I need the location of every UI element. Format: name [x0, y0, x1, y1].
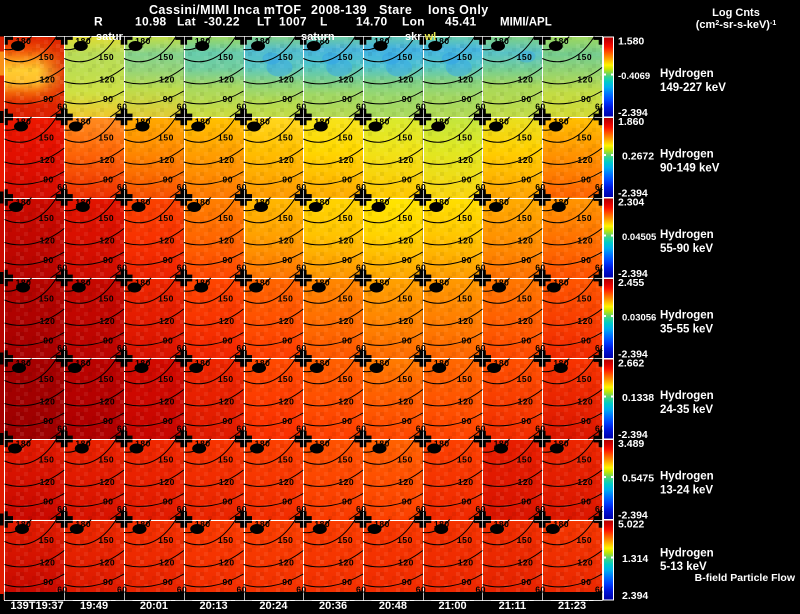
svg-text:Lat: Lat [177, 15, 196, 29]
svg-text:0.1338: 0.1338 [622, 392, 654, 404]
svg-text:L: L [320, 15, 328, 29]
svg-text:Hydrogen: Hydrogen [660, 310, 714, 322]
svg-text:21:11: 21:11 [499, 600, 527, 609]
svg-text:B-field Particle Flow: B-field Particle Flow [695, 572, 796, 584]
svg-text:-2.394: -2.394 [618, 268, 648, 280]
svg-text:2008-139: 2008-139 [311, 3, 367, 17]
svg-text:skr wl: skr wl [405, 31, 436, 43]
svg-text:55-90 keV: 55-90 keV [660, 243, 713, 255]
svg-text:0.2672: 0.2672 [622, 151, 654, 163]
svg-text:13-24 keV: 13-24 keV [660, 485, 713, 497]
svg-text:saturn: saturn [301, 31, 335, 43]
svg-text:10.98: 10.98 [135, 15, 167, 29]
svg-text:MIMI/APL: MIMI/APL [500, 17, 552, 29]
svg-text:14.70: 14.70 [356, 15, 388, 29]
svg-text:20:36: 20:36 [319, 600, 347, 609]
svg-text:-2.394: -2.394 [618, 349, 648, 361]
svg-text:Stare: Stare [379, 3, 412, 17]
svg-text:LT: LT [257, 15, 272, 29]
svg-text:139T19:37: 139T19:37 [10, 600, 63, 609]
svg-text:5.022: 5.022 [618, 519, 644, 531]
svg-text:-2.394: -2.394 [618, 107, 648, 119]
svg-text:Hydrogen: Hydrogen [660, 390, 714, 402]
svg-text:1.860: 1.860 [618, 116, 644, 128]
svg-text:45.41: 45.41 [445, 15, 477, 29]
svg-text:90-149 keV: 90-149 keV [660, 163, 720, 175]
svg-text:0.04505: 0.04505 [622, 232, 657, 243]
svg-text:Hydrogen: Hydrogen [660, 149, 714, 161]
svg-text:20:24: 20:24 [259, 600, 288, 609]
svg-text:2.662: 2.662 [618, 358, 644, 370]
svg-text:-2.394: -2.394 [618, 429, 648, 441]
svg-text:1007: 1007 [279, 15, 307, 29]
svg-text:R: R [94, 15, 103, 29]
svg-text:Hydrogen: Hydrogen [660, 68, 714, 80]
svg-text:3.489: 3.489 [618, 438, 644, 450]
svg-text:Hydrogen: Hydrogen [660, 229, 714, 241]
svg-text:-30.22: -30.22 [204, 15, 240, 29]
svg-text:19:49: 19:49 [80, 600, 108, 609]
svg-text:1.580: 1.580 [618, 36, 644, 48]
svg-text:20:48: 20:48 [379, 600, 407, 609]
svg-text:-2.394: -2.394 [618, 188, 648, 200]
svg-text:Lon: Lon [402, 15, 425, 29]
svg-text:1.314: 1.314 [622, 553, 648, 565]
svg-text:2.304: 2.304 [618, 197, 644, 209]
svg-text:20:01: 20:01 [140, 600, 168, 609]
svg-text:Log Cnts: Log Cnts [712, 7, 760, 19]
svg-text:Ions Only: Ions Only [428, 3, 489, 17]
svg-text:0.03056: 0.03056 [622, 313, 656, 324]
svg-text:Hydrogen: Hydrogen [660, 471, 714, 483]
svg-text:24-35 keV: 24-35 keV [660, 404, 713, 416]
svg-text:0.5475: 0.5475 [622, 473, 654, 485]
svg-text:35-55 keV: 35-55 keV [660, 324, 713, 336]
svg-text:-2.394: -2.394 [618, 510, 648, 522]
svg-text:21:23: 21:23 [558, 600, 586, 609]
svg-text:Cassini/MIMI Inca mTOF: Cassini/MIMI Inca mTOF [149, 3, 301, 17]
svg-text:20:13: 20:13 [200, 600, 228, 609]
svg-text:-0.4069: -0.4069 [618, 71, 650, 82]
svg-text:5-13 keV: 5-13 keV [660, 561, 707, 573]
svg-text:149-227 keV: 149-227 keV [660, 82, 726, 94]
svg-text:Hydrogen: Hydrogen [660, 548, 714, 560]
svg-text:2.455: 2.455 [618, 277, 644, 289]
svg-text:21:00: 21:00 [439, 600, 467, 609]
svg-text:(cm2-sr-s-keV)-1: (cm2-sr-s-keV)-1 [696, 19, 777, 31]
svg-text:satur: satur [96, 31, 124, 43]
svg-text:2.394: 2.394 [622, 590, 648, 602]
